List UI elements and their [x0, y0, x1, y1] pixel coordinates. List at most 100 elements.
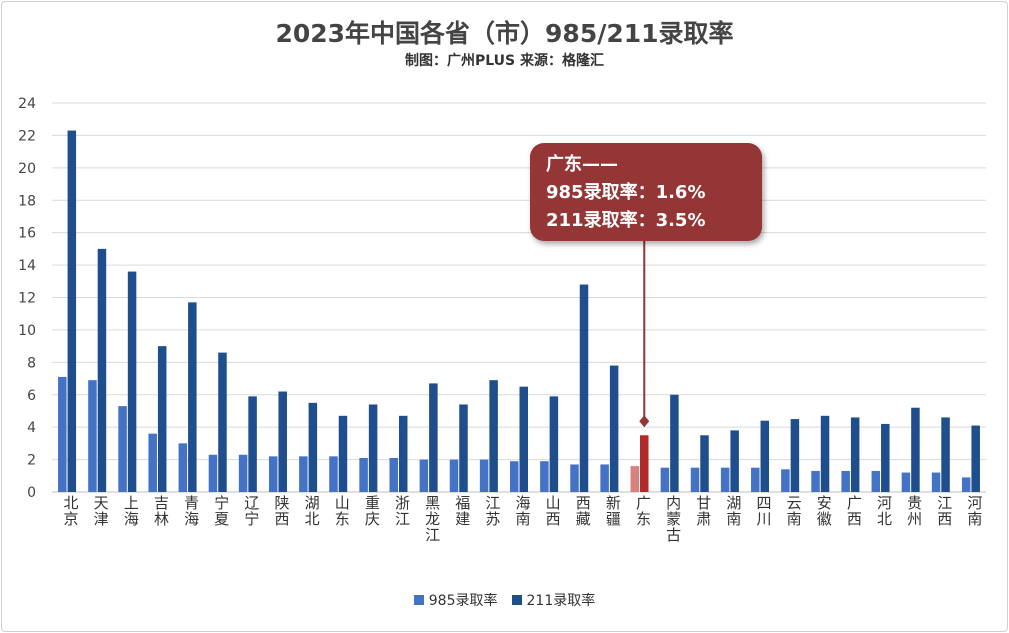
bar-211 [97, 248, 107, 492]
y-tick-label: 12 [18, 291, 36, 307]
bar-211 [218, 352, 227, 492]
bar-211 [368, 404, 378, 492]
bar-211 [429, 383, 438, 492]
bar-985 [88, 380, 97, 492]
y-tick-label: 20 [18, 161, 36, 177]
x-tick-label: 北京 [64, 494, 79, 528]
y-tick-label: 24 [18, 96, 36, 112]
callout-line-211: 211录取率：3.5% [546, 210, 706, 231]
bar-985 [660, 467, 670, 492]
bar-211 [820, 415, 830, 492]
y-tick-label: 4 [27, 420, 36, 436]
bar-211 [519, 386, 528, 492]
bar-211 [459, 404, 468, 492]
y-tick-label: 16 [18, 226, 36, 242]
bar-985 [299, 456, 308, 492]
bar-985 [178, 443, 188, 492]
y-tick-label: 8 [27, 355, 36, 371]
bar-985 [238, 454, 248, 492]
x-tick-label: 安徽 [817, 494, 832, 528]
x-tick-label: 甘肃 [696, 494, 711, 528]
bar-985 [540, 461, 549, 492]
x-tick-label: 福建 [455, 494, 470, 528]
callout-pointer-head [639, 415, 650, 428]
callout-line-985: 985录取率：1.6% [546, 182, 706, 203]
y-tick-label: 6 [27, 388, 36, 404]
bar-985 [208, 454, 218, 492]
y-tick-label: 14 [18, 258, 36, 274]
legend-swatch-985 [413, 595, 424, 605]
bar-985 [901, 472, 911, 492]
x-tick-label: 上海 [124, 494, 139, 528]
bar-211 [489, 380, 498, 492]
bar-211 [579, 284, 589, 492]
y-tick-label: 18 [18, 193, 36, 209]
bar-985 [118, 406, 127, 492]
x-tick-label: 重庆 [365, 494, 380, 528]
bar-985 [479, 459, 489, 492]
bar-985 [449, 459, 459, 492]
bar-985 [751, 467, 760, 492]
y-tick-label: 2 [27, 453, 36, 469]
bar-985 [961, 477, 971, 492]
bar-211 [971, 425, 980, 492]
bar-985 [389, 457, 398, 492]
bar-211 [700, 435, 709, 492]
x-tick-label: 江西 [937, 494, 952, 528]
bar-211 [881, 423, 890, 492]
bar-985 [58, 376, 67, 492]
bar-985 [720, 467, 730, 492]
bar-985 [510, 461, 519, 492]
chart-legend: 985录取率 211录取率 [0, 590, 1009, 610]
x-tick-label: 广东 [636, 494, 651, 528]
bar-985 [931, 472, 941, 492]
chart-subtitle: 制图：广州PLUS 来源：格隆汇 [404, 53, 604, 69]
x-tick-label: 青海 [184, 494, 199, 528]
bar-985 [841, 470, 850, 492]
y-tick-label: 22 [18, 128, 36, 144]
bar-211 [308, 402, 318, 492]
bar-985 [600, 464, 609, 492]
bar-985 [268, 456, 278, 492]
x-tick-label: 云南 [787, 494, 802, 528]
x-tick-label: 湖南 [726, 494, 741, 528]
x-tick-label: 浙江 [395, 494, 410, 528]
x-tick-label: 陕西 [274, 494, 289, 528]
bar-211 [127, 271, 137, 492]
legend-swatch-211 [511, 595, 522, 605]
bar-985 [329, 456, 338, 492]
legend-item-985: 985录取率 [413, 590, 498, 610]
x-tick-label: 广西 [847, 494, 862, 528]
bar-211 [67, 130, 77, 492]
bar-985 [148, 433, 157, 492]
bar-211 [278, 391, 287, 492]
legend-item-211: 211录取率 [511, 590, 595, 610]
x-tick-label: 辽宁 [244, 494, 259, 528]
x-tick-label: 山西 [546, 494, 561, 528]
x-tick-label: 河南 [967, 494, 982, 528]
bar-211 [670, 394, 679, 492]
bar-211 [188, 302, 197, 492]
bar-985 [781, 469, 790, 492]
bar-985 [811, 470, 820, 492]
bar-211 [398, 415, 408, 492]
bar-211 [549, 396, 559, 492]
x-tick-label: 新疆 [606, 494, 621, 528]
bar-985 [871, 470, 881, 492]
legend-label-985: 985录取率 [428, 593, 498, 609]
bar-211 [640, 435, 649, 492]
y-tick-label: 10 [18, 323, 36, 339]
bar-211 [941, 417, 950, 492]
bar-211 [760, 420, 770, 492]
bar-211 [157, 346, 167, 492]
x-tick-label: 河北 [877, 494, 892, 528]
bar-211 [790, 419, 800, 492]
x-tick-label: 江苏 [485, 494, 500, 528]
x-tick-label: 内蒙古 [666, 494, 681, 544]
y-tick-label: 0 [27, 485, 36, 501]
bar-211 [911, 407, 920, 492]
guangdong-callout: 广东—— 985录取率：1.6% 211录取率：3.5% [530, 143, 762, 241]
callout-line-title: 广东—— [546, 154, 618, 175]
bar-985 [570, 464, 579, 492]
